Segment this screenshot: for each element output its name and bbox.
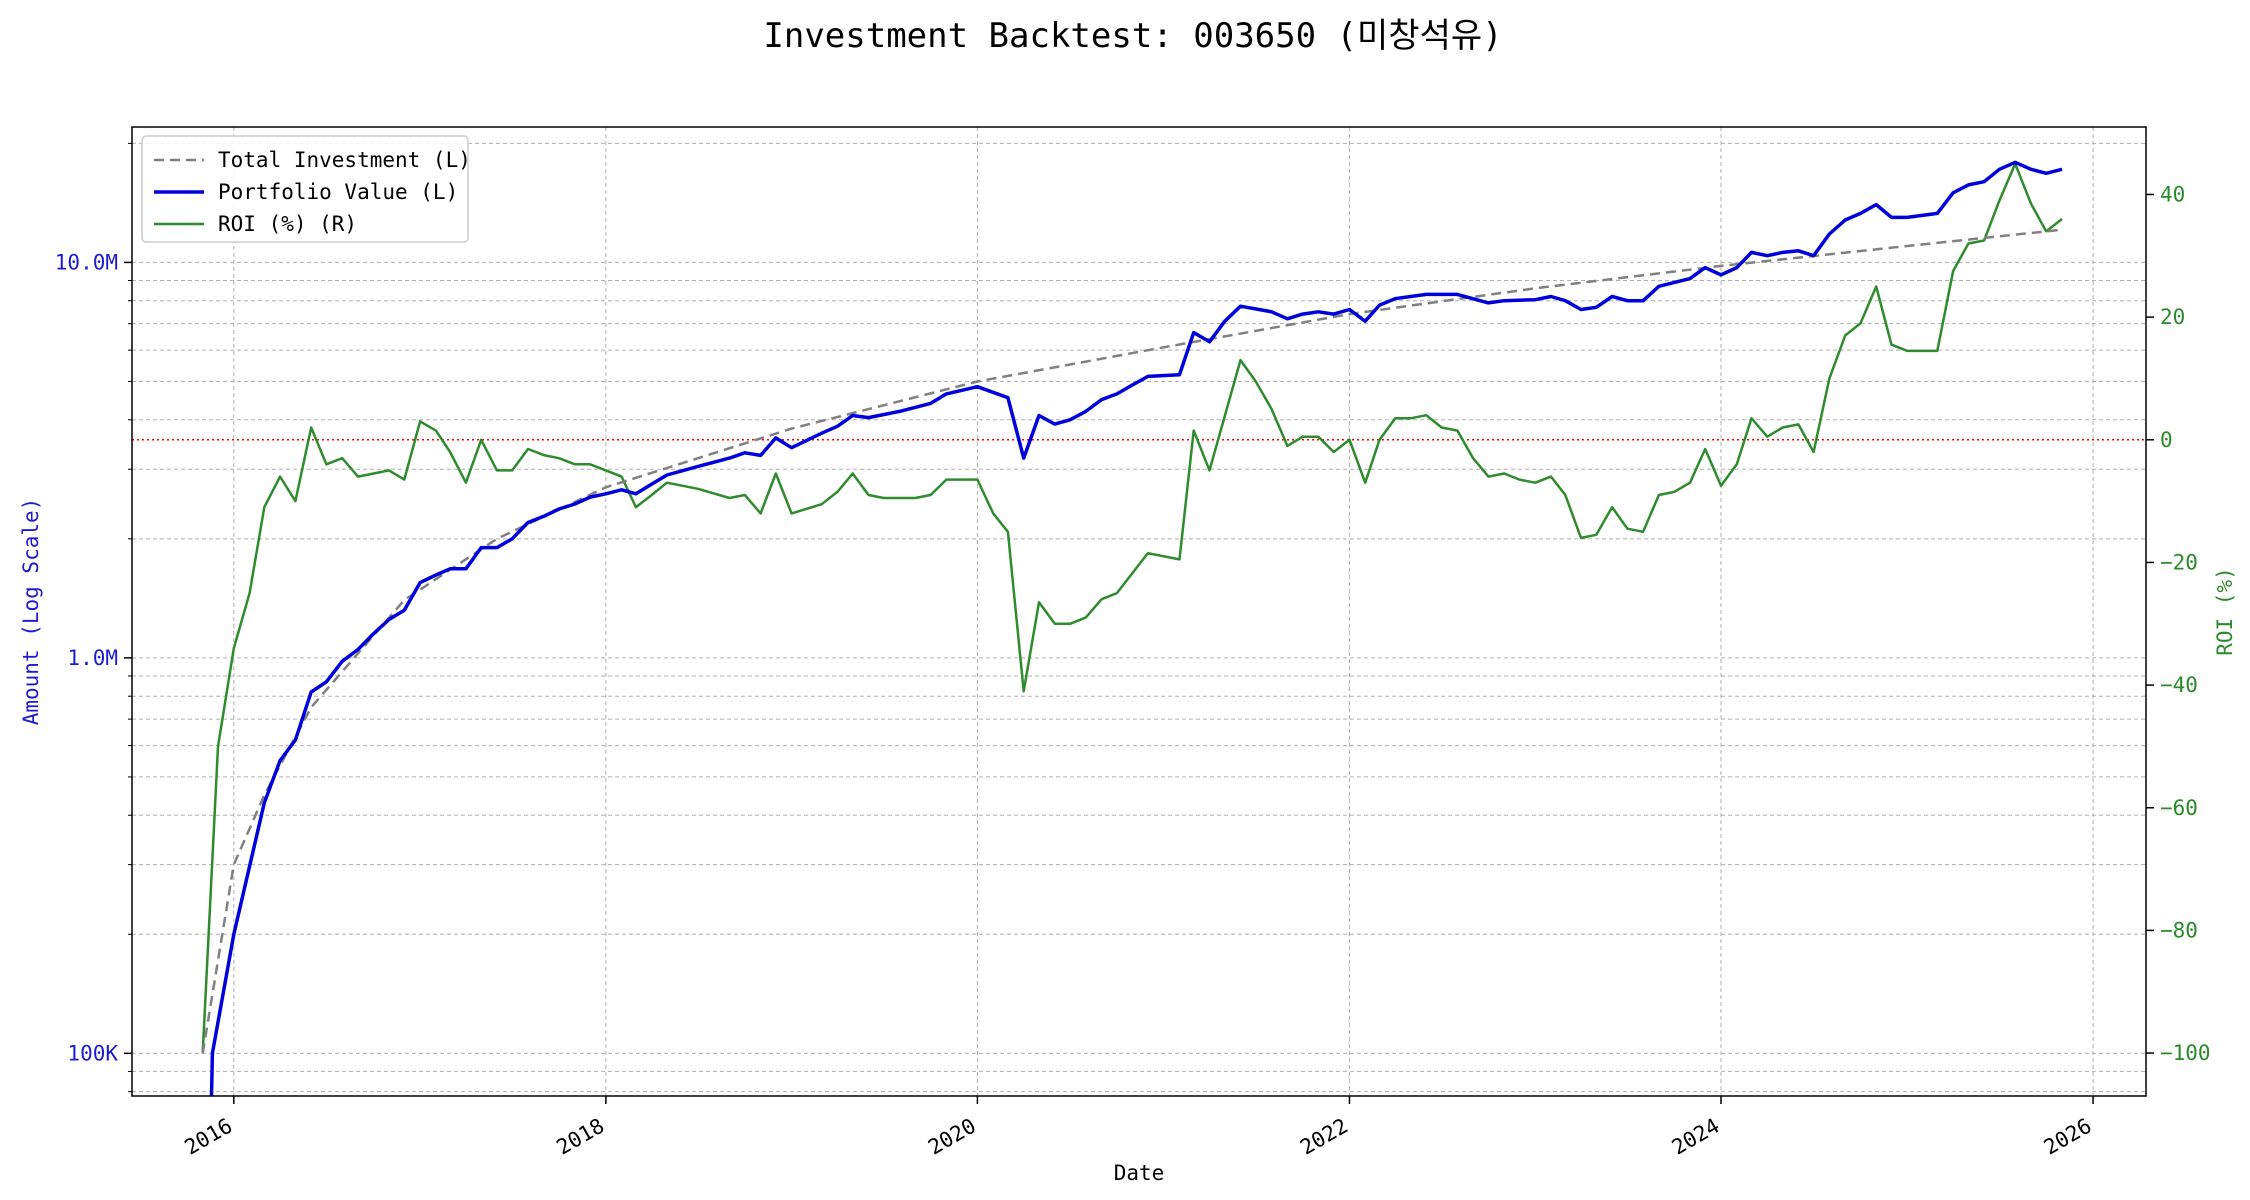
series-line-2	[201, 162, 2063, 1054]
left-tick-label: 100K	[67, 1041, 118, 1065]
axes: 100K 1.0M 10.0M −100 −80 −60 −40 −20 0 20 40 2016 20…	[55, 142, 2211, 1160]
x-tick-label: 2024	[1668, 1114, 1724, 1160]
left-tick-label: 10.0M	[55, 250, 118, 274]
legend-label: Portfolio Value (L)	[218, 180, 458, 204]
legend: Total Investment (L) Portfolio Value (L) R…	[141, 135, 471, 243]
x-tick-label: 2026	[2040, 1114, 2096, 1160]
right-tick-label: −40	[2160, 673, 2198, 697]
right-tick-label: 40	[2160, 182, 2185, 206]
x-tick-label: 2018	[553, 1114, 609, 1160]
legend-label: Total Investment (L)	[218, 148, 471, 172]
series-lines	[201, 160, 2063, 1096]
left-axis-label: Amount (Log Scale)	[19, 498, 43, 726]
x-tick-label: 2020	[924, 1114, 980, 1160]
chart-title: Investment Backtest: 003650 (미창석유)	[763, 16, 1502, 56]
right-tick-label: −80	[2160, 918, 2198, 942]
left-tick-label: 1.0M	[67, 646, 118, 670]
series-line-1	[209, 160, 2063, 1096]
right-tick-label: −20	[2160, 550, 2198, 574]
right-tick-label: 20	[2160, 305, 2185, 329]
series-line-0	[201, 228, 2063, 1054]
right-axis-label: ROI (%)	[2213, 567, 2237, 656]
legend-label: ROI (%) (R)	[218, 212, 357, 236]
plot-area-frame	[131, 126, 2147, 1097]
right-tick-label: −100	[2160, 1041, 2211, 1065]
x-tick-label: 2016	[180, 1114, 236, 1160]
legend-box	[141, 135, 469, 243]
grid	[132, 127, 2146, 1096]
x-axis-label: Date	[1114, 1161, 1165, 1185]
right-tick-label: −60	[2160, 796, 2198, 820]
right-tick-label: 0	[2160, 428, 2173, 452]
x-tick-label: 2022	[1296, 1114, 1352, 1160]
